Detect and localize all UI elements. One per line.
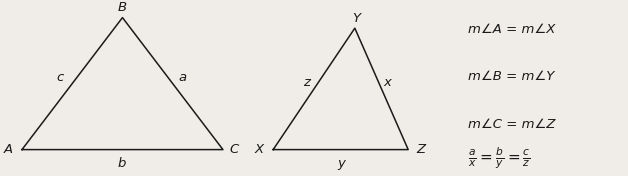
Text: X: X — [255, 143, 264, 156]
Text: x: x — [384, 76, 391, 89]
Text: $\mathit{\frac{a}{x}}=\mathit{\frac{b}{y}}=\mathit{\frac{c}{z}}$: $\mathit{\frac{a}{x}}=\mathit{\frac{b}{y… — [468, 146, 531, 171]
Text: C: C — [230, 143, 239, 156]
Text: m∠A = m∠X: m∠A = m∠X — [468, 23, 555, 36]
Text: m∠C = m∠Z: m∠C = m∠Z — [468, 118, 555, 131]
Text: z: z — [303, 76, 310, 89]
Text: B: B — [118, 1, 127, 14]
Text: y: y — [338, 157, 345, 170]
Text: c: c — [56, 71, 63, 84]
Text: b: b — [117, 157, 126, 170]
Text: a: a — [178, 71, 186, 84]
Text: Z: Z — [416, 143, 425, 156]
Text: Y: Y — [353, 12, 360, 25]
Text: m∠B = m∠Y: m∠B = m∠Y — [468, 70, 555, 83]
Text: A: A — [4, 143, 13, 156]
